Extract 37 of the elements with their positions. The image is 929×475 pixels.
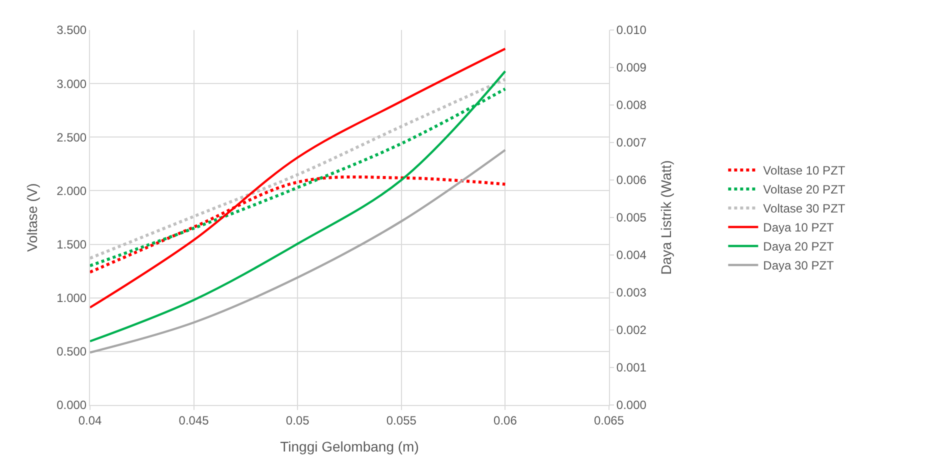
y2-tick-label: 0.004 [616, 248, 647, 262]
line-series [90, 48, 506, 309]
legend-label: Daya 30 PZT [763, 258, 835, 273]
x-tick-label: 0.05 [286, 413, 310, 428]
legend-label: Voltase 10 PZT [763, 164, 846, 178]
x-tick-label: 0.045 [178, 413, 210, 428]
y-tick-label: 2.000 [56, 184, 87, 198]
y2-tick-label: 0.001 [616, 360, 647, 375]
legend-label: Voltase 30 PZT [763, 202, 846, 216]
y2-tick-label: 0.006 [616, 173, 647, 188]
x-tick-label: 0.06 [494, 413, 518, 428]
x-axis-title: Tinggi Gelombang (m) [280, 438, 419, 455]
y-tick-label: 2.500 [56, 130, 87, 144]
y-axis-title: Voltase (V) [24, 183, 40, 252]
legend-label: Daya 20 PZT [763, 240, 835, 254]
y2-tick-label: 0.008 [616, 98, 647, 112]
y2-tick-label: 0.003 [616, 286, 647, 300]
y2-tick-label: 0.005 [616, 210, 647, 225]
y-tick-label: 3.500 [56, 23, 87, 38]
y2-tick-label: 0.009 [616, 60, 647, 75]
y2-tick-label: 0.007 [616, 136, 647, 150]
x-tick-label: 0.055 [386, 413, 417, 428]
y-tick-label: 3.000 [56, 76, 87, 91]
y-tick-label: 0.000 [56, 398, 87, 412]
x-tick-label: 0.04 [78, 413, 102, 428]
y-tick-label: 1.500 [56, 237, 87, 252]
y2-tick-label: 0.002 [616, 323, 647, 338]
x-tick-label: 0.065 [594, 413, 624, 428]
legend-label: Daya 10 PZT [763, 220, 835, 235]
line-series [90, 70, 506, 342]
y2-axis-title: Daya Listrik (Watt) [658, 160, 674, 275]
y2-tick-label: 0.000 [616, 398, 647, 412]
y-tick-label: 1.000 [56, 291, 87, 306]
y-tick-label: 0.500 [56, 344, 87, 359]
legend-label: Voltase 20 PZT [763, 182, 846, 197]
y2-tick-label: 0.010 [616, 23, 647, 38]
line-series [90, 148, 506, 354]
